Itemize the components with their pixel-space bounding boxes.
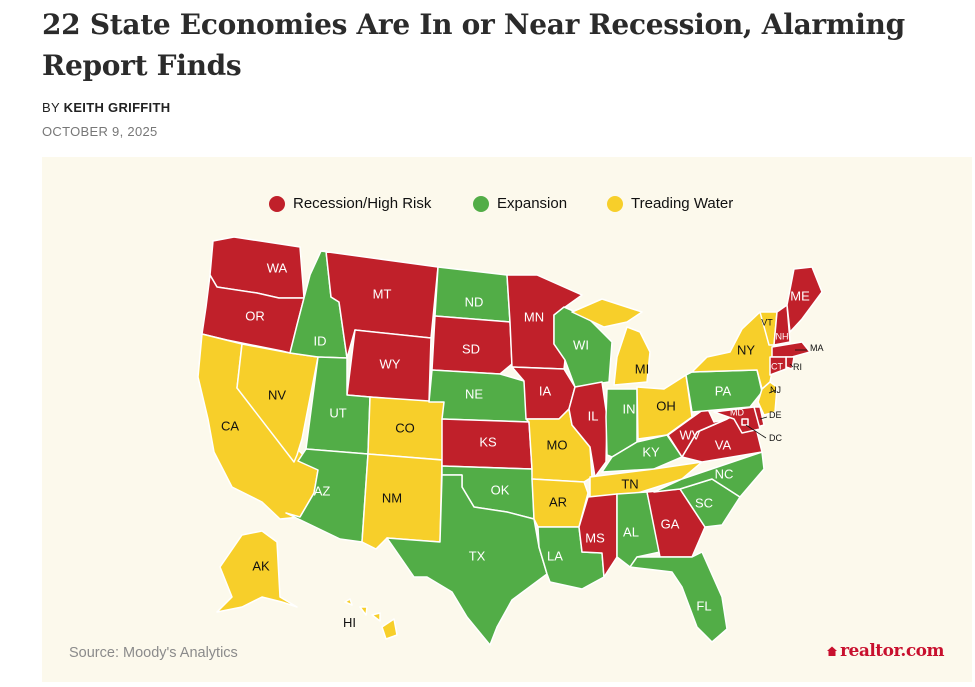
legend-item-recession: Recession/High Risk: [269, 195, 431, 212]
label-OR: OR: [245, 308, 265, 323]
article-title: 22 State Economies Are In or Near Recess…: [42, 8, 905, 82]
label-NY: NY: [737, 342, 755, 357]
legend-item-treading: Treading Water: [607, 195, 733, 212]
legend-label-recession: Recession/High Risk: [293, 195, 432, 212]
state-TX[interactable]: [386, 474, 548, 646]
author-link[interactable]: KEITH GRIFFITH: [63, 100, 171, 115]
label-WI: WI: [573, 337, 589, 352]
label-RI: RI: [793, 362, 802, 372]
label-VA: VA: [715, 437, 732, 452]
publish-date: OCTOBER 9, 2025: [42, 124, 158, 139]
label-CT: CT: [771, 361, 783, 371]
label-NC: NC: [715, 466, 734, 481]
label-NV: NV: [268, 387, 286, 402]
label-KS: KS: [479, 434, 497, 449]
legend-item-expansion: Expansion: [473, 195, 567, 212]
label-NH: NH: [776, 331, 789, 341]
house-icon: [827, 646, 838, 656]
state-FL[interactable]: [629, 551, 728, 643]
label-WA: WA: [267, 260, 288, 275]
us-map: WA OR CA NV ID MT WY UT AZ CO NM ND SD N…: [197, 236, 824, 646]
label-CA: CA: [221, 418, 239, 433]
state-NC[interactable]: [653, 451, 765, 498]
label-ME: ME: [790, 288, 810, 303]
legend-label-expansion: Expansion: [497, 195, 568, 212]
label-MI: MI: [635, 361, 649, 376]
state-CT[interactable]: [769, 356, 787, 376]
byline: BY KEITH GRIFFITH: [42, 100, 170, 115]
state-NH[interactable]: [773, 304, 791, 346]
label-DC: DC: [769, 433, 782, 443]
legend-swatch-expansion: [473, 195, 489, 212]
label-MA: MA: [810, 343, 824, 353]
label-NE: NE: [465, 386, 483, 401]
label-GA: GA: [661, 516, 680, 531]
label-MT: MT: [373, 286, 392, 301]
label-MN: MN: [524, 309, 544, 324]
label-AZ: AZ: [314, 483, 331, 498]
label-UT: UT: [329, 405, 346, 420]
byline-prefix: BY: [42, 100, 60, 115]
label-TN: TN: [621, 476, 638, 491]
label-PA: PA: [715, 383, 732, 398]
label-OK: OK: [491, 482, 510, 497]
label-MD: MD: [730, 407, 744, 417]
source-credit: Source: Moody's Analytics: [69, 645, 238, 661]
label-OH: OH: [656, 398, 676, 413]
label-VT: VT: [761, 317, 773, 327]
callout-lines: [745, 349, 807, 439]
state-NJ[interactable]: [757, 381, 778, 416]
label-KY: KY: [642, 444, 660, 459]
label-MS: MS: [585, 530, 605, 545]
callout-line-DE: [759, 416, 768, 420]
map-figure: Recession/High Risk Expansion Treading W…: [42, 157, 972, 682]
label-AR: AR: [549, 494, 567, 509]
callout-line-NJ: [768, 389, 777, 394]
label-FL: FL: [696, 598, 711, 613]
label-ND: ND: [465, 294, 484, 309]
state-ME[interactable]: [786, 266, 823, 333]
label-ID: ID: [314, 333, 327, 348]
callout-line-RI: [789, 363, 794, 368]
state-MI[interactable]: [571, 298, 651, 386]
label-SC: SC: [695, 495, 713, 510]
state-WV[interactable]: [667, 406, 728, 458]
label-LA: LA: [547, 548, 563, 563]
label-MO: MO: [547, 437, 568, 452]
state-HI[interactable]: [344, 598, 398, 640]
label-IN: IN: [623, 401, 636, 416]
label-HI: HI: [343, 615, 356, 630]
label-NM: NM: [382, 490, 402, 505]
legend-swatch-recession: [269, 195, 285, 212]
label-WV: WV: [680, 427, 701, 442]
state-SD[interactable]: [431, 315, 513, 375]
label-IL: IL: [588, 408, 599, 423]
label-WY: WY: [380, 356, 401, 371]
legend-swatch-treading: [607, 195, 623, 212]
label-SD: SD: [462, 341, 480, 356]
label-IA: IA: [539, 383, 552, 398]
legend-label-treading: Treading Water: [631, 195, 734, 212]
state-DC[interactable]: [741, 418, 749, 426]
label-AK: AK: [252, 558, 270, 573]
callout-line-DC: [745, 424, 767, 439]
brand-text: realtor.com: [840, 641, 944, 661]
brand-logo[interactable]: realtor.com: [826, 641, 944, 661]
label-DE: DE: [769, 410, 782, 420]
state-AK[interactable]: [216, 530, 298, 613]
map-legend: Recession/High Risk Expansion Treading W…: [42, 195, 972, 215]
label-TX: TX: [469, 548, 486, 563]
state-MA[interactable]: [771, 341, 811, 358]
label-AL: AL: [623, 524, 639, 539]
label-CO: CO: [395, 420, 415, 435]
